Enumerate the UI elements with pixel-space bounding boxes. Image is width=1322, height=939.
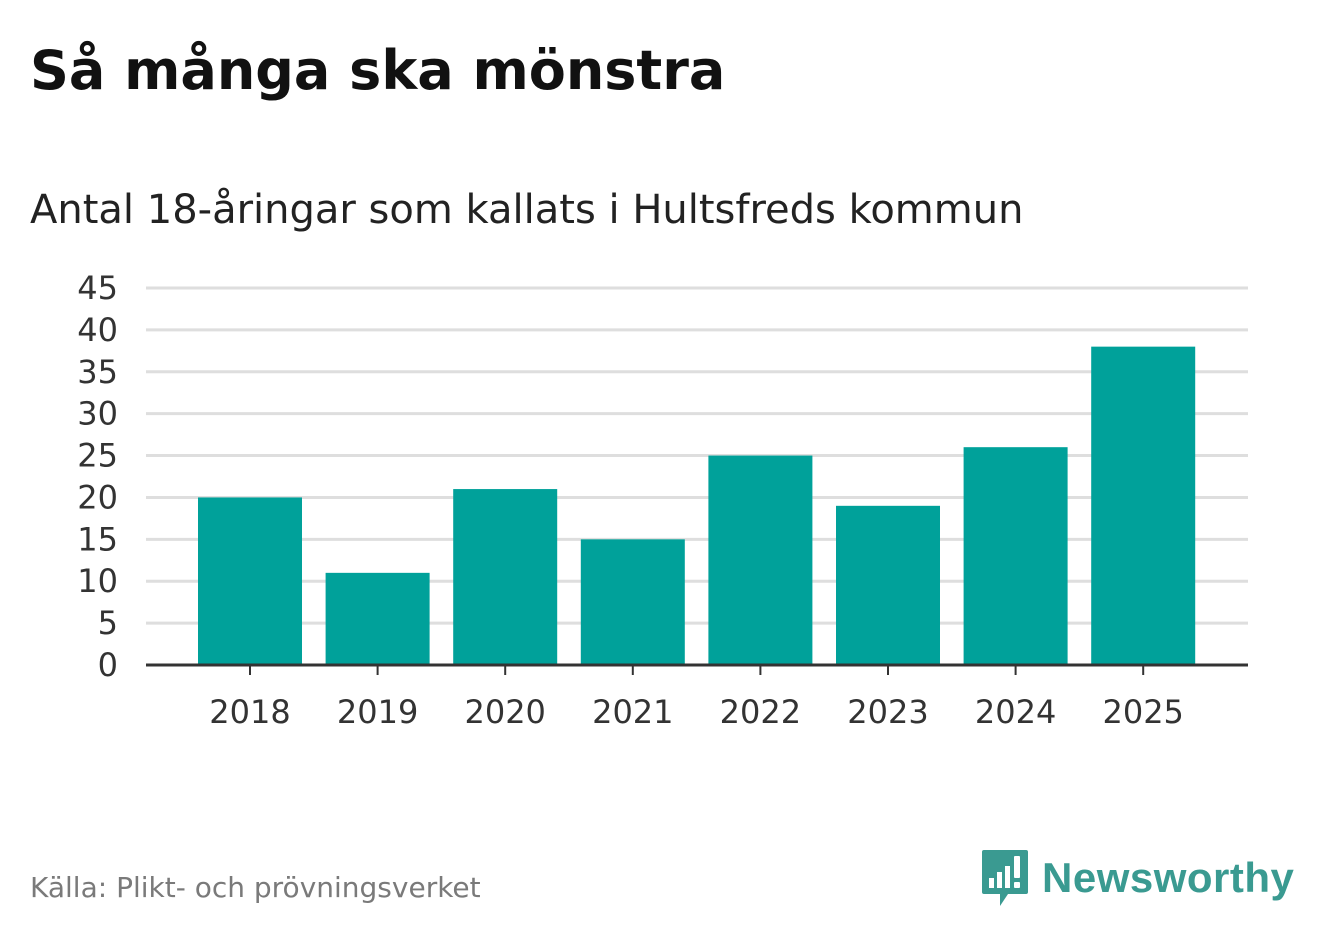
- bar-2021: [580, 539, 685, 665]
- bar-2020: [453, 489, 558, 665]
- y-tick-label: 0: [98, 646, 118, 684]
- bar-2024: [963, 447, 1068, 665]
- source-note: Källa: Plikt- och prövningsverket: [30, 871, 481, 904]
- y-tick-label: 30: [77, 395, 118, 433]
- newsworthy-brand: Newsworthy: [980, 846, 1294, 910]
- y-tick-label: 5: [98, 604, 118, 642]
- bar-2022: [708, 455, 813, 665]
- x-tick-label: 2022: [720, 693, 801, 731]
- brand-name: Newsworthy: [1042, 854, 1295, 901]
- y-tick-label: 40: [77, 311, 118, 349]
- x-tick-label: 2021: [592, 693, 673, 731]
- x-tick-label: 2020: [464, 693, 545, 731]
- newsworthy-logo-icon: [982, 850, 1028, 906]
- y-tick-label: 45: [77, 269, 118, 307]
- bar-2025: [1091, 346, 1196, 665]
- y-tick-label: 35: [77, 353, 118, 391]
- grid-lines: [146, 286, 1248, 625]
- y-tick-label: 25: [77, 437, 118, 475]
- y-tick-label: 10: [77, 562, 118, 600]
- x-tick-label: 2025: [1102, 693, 1183, 731]
- y-axis-labels: 0 5 10 15 2025 30 35 40 45: [77, 269, 118, 684]
- x-axis: [146, 663, 1248, 675]
- x-tick-label: 2024: [975, 693, 1056, 731]
- x-tick-label: 2018: [209, 693, 290, 731]
- bar-2018: [198, 497, 302, 665]
- x-tick-label: 2023: [847, 693, 928, 731]
- x-tick-label: 2019: [337, 693, 418, 731]
- y-tick-label: 20: [77, 478, 118, 516]
- chart-subtitle: Antal 18-åringar som kallats i Hultsfred…: [30, 187, 1024, 233]
- bar-2023: [836, 505, 940, 665]
- bars: [198, 346, 1196, 665]
- y-tick-label: 15: [77, 520, 118, 558]
- bar-2019: [325, 572, 430, 665]
- chart-title: Så många ska mönstra: [30, 39, 726, 102]
- x-axis-labels: 2018 2019 2020 2021 2022 2023 2024 2025: [209, 693, 1184, 731]
